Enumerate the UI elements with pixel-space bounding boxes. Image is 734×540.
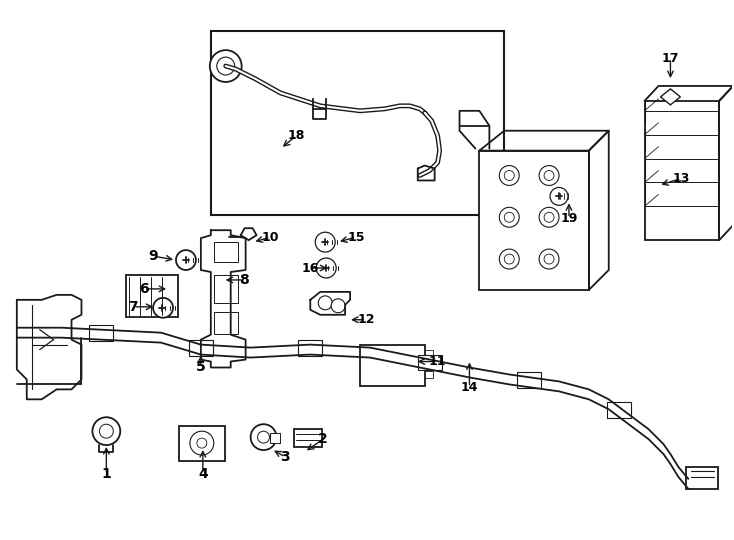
Text: 11: 11 [429, 355, 446, 368]
Circle shape [539, 207, 559, 227]
Bar [686, 467, 718, 489]
Polygon shape [661, 89, 680, 105]
Text: 5: 5 [196, 361, 206, 375]
Circle shape [550, 187, 568, 205]
Bar [479, 151, 589, 290]
Text: 6: 6 [139, 282, 149, 296]
Bar [294, 429, 322, 447]
Bar [360, 345, 425, 387]
Circle shape [250, 424, 277, 450]
Bar [211, 31, 504, 215]
Circle shape [504, 254, 515, 264]
Bar [644, 101, 719, 240]
Circle shape [544, 212, 554, 222]
Circle shape [316, 258, 336, 278]
Bar [425, 372, 432, 379]
Bar [214, 275, 238, 303]
Bar [90, 325, 113, 341]
Bar [298, 340, 322, 355]
Text: 15: 15 [347, 231, 365, 244]
Circle shape [217, 57, 235, 75]
Text: 12: 12 [357, 313, 375, 326]
Text: 9: 9 [148, 249, 158, 263]
Bar [425, 349, 432, 356]
Text: 2: 2 [319, 432, 328, 446]
Bar [214, 312, 238, 334]
Bar [517, 373, 541, 388]
Bar [418, 355, 442, 370]
Circle shape [504, 212, 515, 222]
Text: 18: 18 [288, 129, 305, 142]
Text: 3: 3 [280, 450, 290, 464]
Circle shape [316, 232, 335, 252]
Circle shape [544, 171, 554, 180]
Circle shape [504, 171, 515, 180]
Bar [271, 433, 280, 443]
Circle shape [190, 431, 214, 455]
Text: 8: 8 [239, 273, 249, 287]
Text: 13: 13 [672, 172, 690, 185]
Circle shape [176, 250, 196, 270]
Text: 7: 7 [128, 300, 138, 314]
Text: 17: 17 [661, 52, 679, 65]
Circle shape [319, 296, 333, 310]
Circle shape [499, 249, 519, 269]
Bar [425, 361, 432, 368]
Bar [179, 426, 225, 461]
Circle shape [92, 417, 120, 445]
Bar [214, 242, 238, 262]
Circle shape [258, 431, 269, 443]
Text: 14: 14 [461, 381, 479, 394]
Bar [126, 275, 178, 317]
Circle shape [544, 254, 554, 264]
Text: 1: 1 [101, 467, 112, 481]
Circle shape [331, 299, 345, 313]
Text: 4: 4 [198, 467, 208, 481]
Circle shape [499, 207, 519, 227]
Text: 19: 19 [560, 212, 578, 225]
Text: 16: 16 [302, 261, 319, 274]
Bar [189, 340, 213, 355]
Circle shape [499, 166, 519, 185]
Text: 10: 10 [262, 231, 279, 244]
Circle shape [539, 166, 559, 185]
Circle shape [210, 50, 241, 82]
Circle shape [153, 298, 173, 318]
Circle shape [539, 249, 559, 269]
Circle shape [99, 424, 113, 438]
Circle shape [197, 438, 207, 448]
Bar [607, 402, 631, 418]
